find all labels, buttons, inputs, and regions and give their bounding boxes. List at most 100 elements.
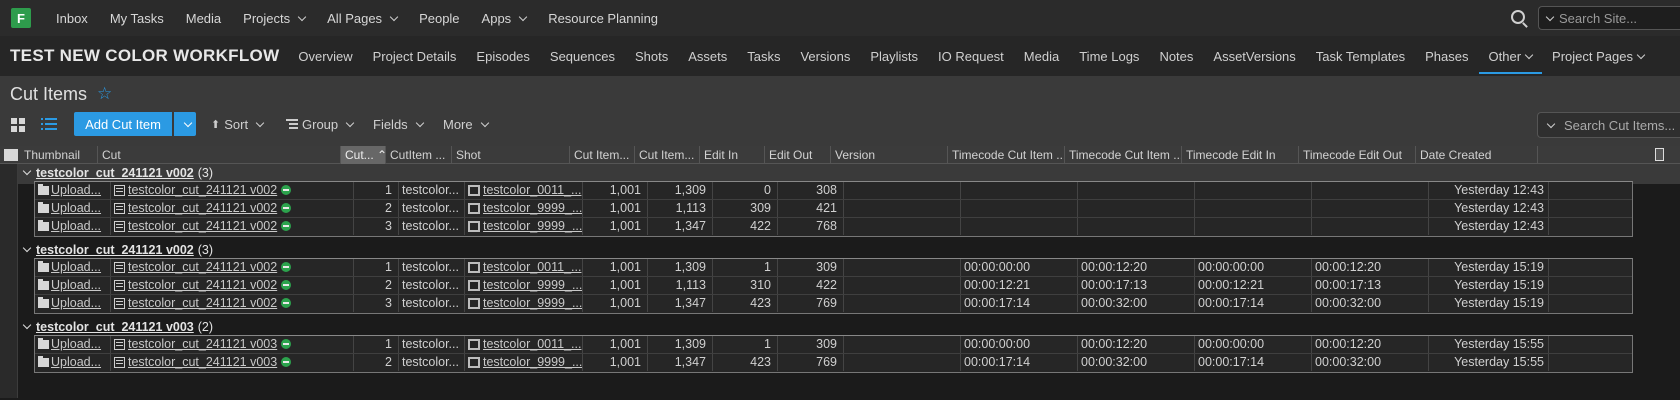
shot-link[interactable]: testcolor_9999_... [483, 278, 583, 292]
more-button[interactable]: More [443, 112, 489, 136]
table-cell[interactable]: testcolor... [399, 182, 465, 199]
thumbnail-upload-link[interactable]: Upload... [51, 183, 102, 197]
select-all-checkbox[interactable] [4, 149, 18, 161]
table-cell[interactable]: testcolor... [399, 336, 465, 353]
table-cell[interactable]: 1,001 [583, 259, 648, 276]
thumbnail-upload-link[interactable]: Upload... [51, 201, 102, 215]
thumbnail-upload-link[interactable]: Upload... [51, 296, 102, 310]
table-cell[interactable] [961, 200, 1078, 217]
table-row[interactable]: Upload... testcolor_cut_241121 v002 1 testc… [35, 182, 1632, 200]
table-cell[interactable]: 00:00:17:14 [1195, 354, 1312, 371]
table-cell[interactable]: 1,001 [583, 200, 648, 217]
shot-link[interactable]: testcolor_0011_... [483, 183, 582, 197]
table-cell[interactable]: testcolor_9999_... [465, 200, 583, 217]
table-cell[interactable] [844, 295, 961, 312]
table-cell[interactable]: 1,001 [583, 182, 648, 199]
table-row[interactable]: Upload... testcolor_cut_241121 v002 3 testc… [35, 218, 1632, 236]
nav-item-people[interactable]: People [408, 11, 470, 26]
list-view-icon[interactable] [41, 118, 57, 132]
table-cell[interactable]: 768 [778, 218, 844, 235]
table-cell[interactable] [844, 277, 961, 294]
nav-item-media[interactable]: Media [175, 11, 232, 26]
table-cell[interactable]: 1,001 [583, 295, 648, 312]
table-cell[interactable] [1078, 200, 1195, 217]
column-header[interactable]: Cut [98, 146, 341, 164]
table-cell[interactable] [844, 218, 961, 235]
table-cell[interactable]: 1 [354, 259, 399, 276]
thumbnail-upload-link[interactable]: Upload... [51, 260, 102, 274]
tab-tasks[interactable]: Tasks [737, 36, 790, 76]
table-cell[interactable]: testcolor_cut_241121 v003 [111, 354, 354, 371]
table-cell[interactable]: Upload... [35, 295, 111, 312]
group-name[interactable]: testcolor_cut_241121 v003 [36, 319, 194, 334]
table-cell[interactable]: 1,001 [583, 336, 648, 353]
table-cell[interactable]: 00:00:17:14 [961, 354, 1078, 371]
table-cell[interactable]: Upload... [35, 218, 111, 235]
column-header[interactable]: Edit Out [765, 146, 831, 164]
site-search[interactable] [1538, 6, 1680, 30]
table-cell[interactable]: 1 [713, 259, 778, 276]
column-header[interactable]: Shot [452, 146, 570, 164]
sort-button[interactable]: ⬆ Sort [211, 112, 265, 136]
table-cell[interactable]: 309 [778, 259, 844, 276]
table-cell[interactable]: 3 [354, 218, 399, 235]
table-cell[interactable]: Yesterday 15:19 [1429, 295, 1549, 312]
table-row[interactable]: Upload... testcolor_cut_241121 v003 2 testc… [35, 354, 1632, 372]
tab-task-templates[interactable]: Task Templates [1306, 36, 1415, 76]
column-header[interactable]: Thumbnail [20, 146, 98, 164]
tab-phases[interactable]: Phases [1415, 36, 1478, 76]
shot-link[interactable]: testcolor_9999_... [483, 355, 583, 369]
tab-playlists[interactable]: Playlists [860, 36, 928, 76]
cut-link[interactable]: testcolor_cut_241121 v002 [128, 201, 278, 215]
table-cell[interactable]: 309 [778, 336, 844, 353]
table-cell[interactable]: 1,347 [648, 295, 713, 312]
table-cell[interactable]: 1,001 [583, 218, 648, 235]
table-row[interactable]: Upload... testcolor_cut_241121 v002 3 testc… [35, 295, 1632, 313]
shot-link[interactable]: testcolor_9999_... [483, 219, 583, 233]
table-cell[interactable]: 422 [778, 277, 844, 294]
grid-view-icon[interactable] [11, 118, 25, 132]
table-cell[interactable]: testcolor_cut_241121 v002 [111, 295, 354, 312]
tab-sequences[interactable]: Sequences [540, 36, 625, 76]
cut-link[interactable]: testcolor_cut_241121 v002 [128, 183, 278, 197]
shot-link[interactable]: testcolor_0011_... [483, 337, 582, 351]
table-cell[interactable]: testcolor... [399, 200, 465, 217]
table-cell[interactable]: 1 [713, 336, 778, 353]
table-cell[interactable]: 00:00:12:21 [1195, 277, 1312, 294]
table-cell[interactable] [1195, 200, 1312, 217]
table-cell[interactable] [1312, 182, 1429, 199]
table-cell[interactable]: 309 [713, 200, 778, 217]
table-cell[interactable]: 1,309 [648, 336, 713, 353]
table-cell[interactable]: 00:00:17:13 [1312, 277, 1429, 294]
cut-link[interactable]: testcolor_cut_241121 v003 [128, 337, 278, 351]
chevron-down-icon[interactable] [22, 243, 32, 252]
table-cell[interactable] [844, 336, 961, 353]
tab-notes[interactable]: Notes [1149, 36, 1203, 76]
app-logo[interactable]: F [11, 8, 31, 28]
table-cell[interactable]: 00:00:12:20 [1312, 259, 1429, 276]
cut-link[interactable]: testcolor_cut_241121 v003 [128, 355, 278, 369]
table-cell[interactable]: 2 [354, 200, 399, 217]
fields-button[interactable]: Fields [373, 112, 424, 136]
table-cell[interactable]: 00:00:12:20 [1078, 336, 1195, 353]
table-cell[interactable]: testcolor_9999_... [465, 218, 583, 235]
table-cell[interactable]: Upload... [35, 354, 111, 371]
table-cell[interactable]: 00:00:12:20 [1078, 259, 1195, 276]
tab-versions[interactable]: Versions [790, 36, 860, 76]
table-cell[interactable]: 310 [713, 277, 778, 294]
table-cell[interactable]: 00:00:00:00 [961, 259, 1078, 276]
table-cell[interactable]: testcolor_cut_241121 v002 [111, 259, 354, 276]
column-picker-icon[interactable] [1655, 148, 1664, 161]
table-cell[interactable]: testcolor_9999_... [465, 277, 583, 294]
table-cell[interactable]: 1,001 [583, 277, 648, 294]
tab-project-pages[interactable]: Project Pages [1542, 36, 1654, 76]
table-cell[interactable] [1078, 182, 1195, 199]
table-cell[interactable]: Yesterday 12:43 [1429, 218, 1549, 235]
group-header[interactable]: testcolor_cut_241121 v002 (3) [0, 164, 1680, 181]
nav-item-resource-planning[interactable]: Resource Planning [537, 11, 669, 26]
project-title[interactable]: TEST NEW COLOR WORKFLOW [10, 46, 280, 65]
table-cell[interactable]: 00:00:32:00 [1312, 295, 1429, 312]
site-search-input[interactable] [1559, 10, 1669, 26]
table-cell[interactable]: 423 [713, 295, 778, 312]
cut-link[interactable]: testcolor_cut_241121 v002 [128, 219, 278, 233]
